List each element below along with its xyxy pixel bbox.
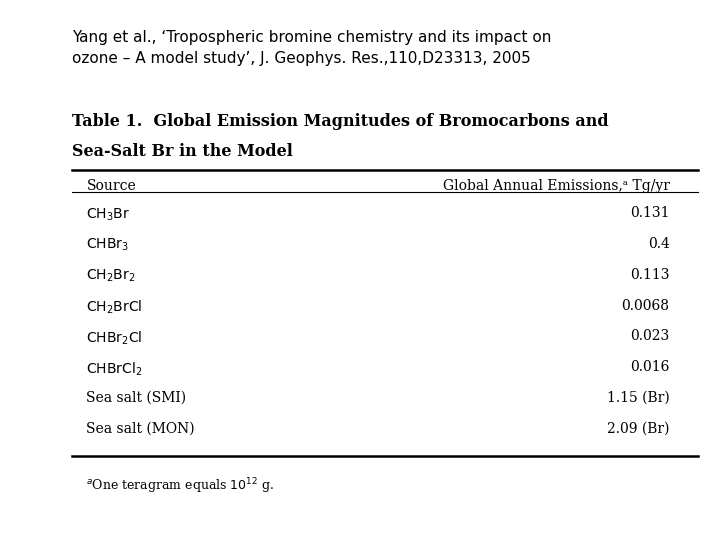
Text: $\mathrm{CHBr_2Cl}$: $\mathrm{CHBr_2Cl}$: [86, 329, 143, 347]
Text: Source: Source: [86, 179, 136, 193]
Text: 2.09 (Br): 2.09 (Br): [607, 422, 670, 436]
Text: Yang et al., ‘Tropospheric bromine chemistry and its impact on: Yang et al., ‘Tropospheric bromine chemi…: [72, 30, 552, 45]
Text: 0.113: 0.113: [630, 268, 670, 282]
Text: $\mathrm{CH_2BrCl}$: $\mathrm{CH_2BrCl}$: [86, 299, 143, 316]
Text: 0.4: 0.4: [648, 237, 670, 251]
Text: $\mathrm{CH_3Br}$: $\mathrm{CH_3Br}$: [86, 206, 130, 222]
Text: ozone – A model study’, J. Geophys. Res.,110,D23313, 2005: ozone – A model study’, J. Geophys. Res.…: [72, 51, 531, 66]
Text: $\mathrm{CHBrCl_2}$: $\mathrm{CHBrCl_2}$: [86, 360, 143, 377]
Text: $\mathrm{CH_2Br_2}$: $\mathrm{CH_2Br_2}$: [86, 268, 136, 284]
Text: 0.023: 0.023: [630, 329, 670, 343]
Text: 0.0068: 0.0068: [621, 299, 670, 313]
Text: Sea-Salt Br in the Model: Sea-Salt Br in the Model: [72, 143, 293, 160]
Text: Global Annual Emissions,ᵃ Tg/yr: Global Annual Emissions,ᵃ Tg/yr: [443, 179, 670, 193]
Text: 0.016: 0.016: [630, 360, 670, 374]
Text: 1.15 (Br): 1.15 (Br): [607, 391, 670, 405]
Text: 0.131: 0.131: [630, 206, 670, 220]
Text: $^a$One teragram equals $10^{12}$ g.: $^a$One teragram equals $10^{12}$ g.: [86, 476, 274, 496]
Text: Sea salt (MON): Sea salt (MON): [86, 422, 195, 436]
Text: $\mathrm{CHBr_3}$: $\mathrm{CHBr_3}$: [86, 237, 130, 253]
Text: Table 1.  Global Emission Magnitudes of Bromocarbons and: Table 1. Global Emission Magnitudes of B…: [72, 113, 608, 130]
Text: Sea salt (SMI): Sea salt (SMI): [86, 391, 186, 405]
